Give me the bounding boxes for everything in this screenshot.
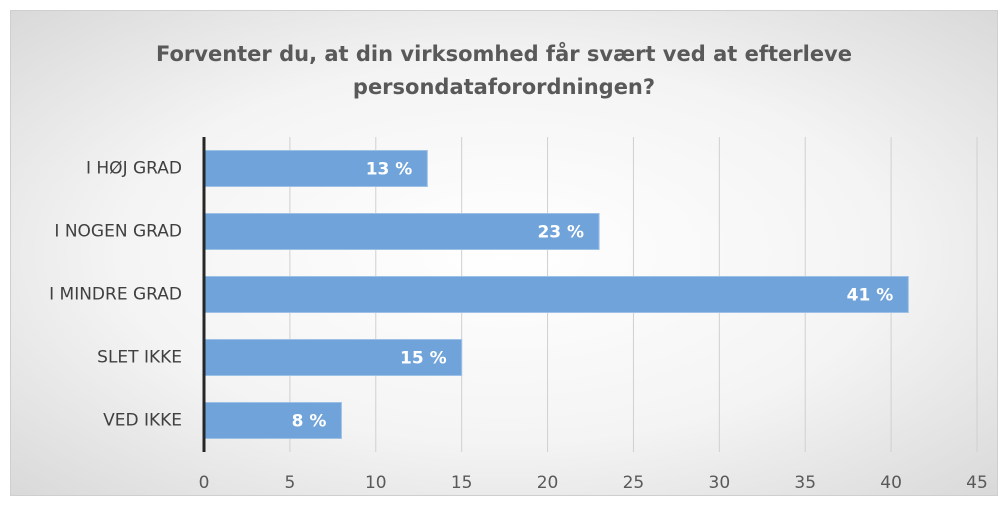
y-tick-label: I HØJ GRAD xyxy=(86,159,182,179)
y-tick-label: I NOGEN GRAD xyxy=(54,222,182,242)
x-tick-label: 40 xyxy=(880,473,902,493)
x-tick-label: 35 xyxy=(794,473,816,493)
y-tick-label: SLET IKKE xyxy=(97,348,182,368)
x-tick-label: 20 xyxy=(537,473,559,493)
x-tick-label: 25 xyxy=(623,473,645,493)
bar xyxy=(203,150,428,187)
data-label: 8 % xyxy=(292,412,327,432)
bar xyxy=(203,213,600,250)
data-label: 15 % xyxy=(400,349,447,369)
x-tick-label: 30 xyxy=(709,473,731,493)
data-label: 23 % xyxy=(537,223,584,243)
bar xyxy=(203,276,909,313)
data-label: 13 % xyxy=(366,160,413,180)
chart-area xyxy=(10,10,998,496)
data-label: 41 % xyxy=(847,286,894,306)
y-tick-label: I MINDRE GRAD xyxy=(49,285,182,305)
chart-title: Forventer du, at din virksomhed får svær… xyxy=(155,42,852,99)
bar xyxy=(203,339,463,376)
x-tick-label: 10 xyxy=(365,473,387,493)
x-tick-label: 5 xyxy=(284,473,295,493)
y-tick-label: VED IKKE xyxy=(103,411,182,431)
x-tick-label: 0 xyxy=(199,473,210,493)
x-tick-label: 15 xyxy=(451,473,473,493)
x-tick-label: 45 xyxy=(966,473,988,493)
